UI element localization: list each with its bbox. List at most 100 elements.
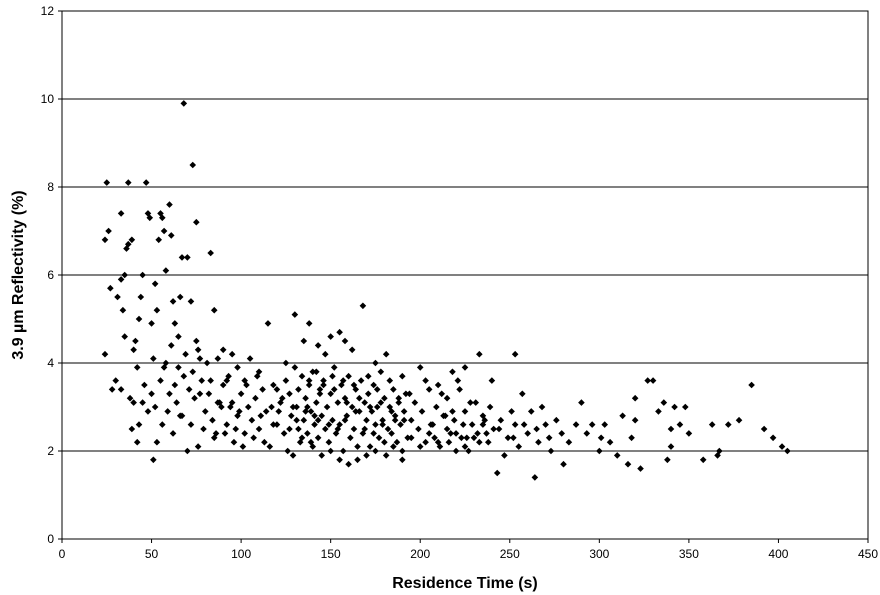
data-point <box>467 399 474 406</box>
x-tick-label: 100 <box>231 547 251 561</box>
data-point <box>123 245 130 252</box>
data-point <box>121 271 128 279</box>
data-point <box>377 368 385 376</box>
data-point <box>219 381 227 389</box>
data-point <box>293 403 300 411</box>
data-point <box>508 408 515 415</box>
data-point <box>194 346 202 354</box>
data-point <box>280 430 288 437</box>
data-point <box>117 386 125 393</box>
data-point <box>336 328 343 336</box>
data-point <box>148 320 155 327</box>
data-point <box>164 408 171 415</box>
data-point <box>184 254 191 261</box>
data-point <box>302 394 309 402</box>
data-point <box>425 386 433 393</box>
data-point <box>141 381 148 389</box>
y-tick-label: 2 <box>47 444 54 458</box>
data-point <box>350 425 358 433</box>
data-point <box>207 249 214 257</box>
data-point <box>493 469 501 477</box>
y-tick-label: 10 <box>41 92 55 106</box>
data-point <box>166 390 173 398</box>
data-point <box>146 214 154 222</box>
data-point <box>596 447 603 455</box>
data-point <box>166 201 173 208</box>
data-point <box>151 403 159 411</box>
data-point <box>784 447 791 455</box>
data-point <box>196 355 204 362</box>
data-point <box>443 425 451 433</box>
data-point <box>144 408 152 415</box>
data-point <box>434 438 442 446</box>
data-point <box>352 408 360 415</box>
data-point <box>264 320 272 327</box>
data-point <box>286 425 293 433</box>
data-point <box>649 377 657 384</box>
data-point <box>150 456 157 464</box>
data-point <box>588 421 596 428</box>
data-point <box>230 438 238 446</box>
data-point <box>200 425 207 433</box>
data-point <box>209 416 216 424</box>
data-point <box>404 434 411 442</box>
data-point <box>298 434 306 442</box>
data-point <box>433 403 440 411</box>
data-point <box>463 434 471 442</box>
data-point <box>261 438 268 446</box>
data-point <box>372 447 379 455</box>
data-point <box>327 333 334 340</box>
data-point <box>366 443 374 450</box>
data-point <box>304 430 311 437</box>
data-point <box>128 236 136 244</box>
data-point <box>300 337 308 345</box>
data-point <box>422 377 429 384</box>
data-point <box>225 372 232 380</box>
data-point <box>253 372 261 380</box>
data-point <box>472 399 480 406</box>
data-point <box>296 438 304 446</box>
data-point <box>465 447 472 455</box>
data-point <box>160 227 168 235</box>
data-point <box>187 298 195 305</box>
data-point <box>381 394 388 402</box>
data-point <box>318 412 326 420</box>
data-point <box>135 421 143 428</box>
data-point <box>114 293 121 301</box>
data-point <box>343 412 351 420</box>
data-point <box>606 438 614 446</box>
data-point <box>699 456 707 464</box>
data-point <box>135 315 143 323</box>
data-point <box>364 390 372 398</box>
data-point <box>137 293 145 301</box>
data-point <box>325 421 333 428</box>
data-point <box>748 381 755 389</box>
data-point <box>447 430 454 437</box>
data-point <box>445 438 453 446</box>
data-point <box>361 399 368 406</box>
data-point <box>248 416 256 424</box>
data-point <box>155 236 163 244</box>
data-point <box>124 240 132 248</box>
data-point <box>490 425 497 433</box>
data-point <box>481 416 489 424</box>
data-point <box>334 399 342 406</box>
data-point <box>341 416 349 424</box>
data-point <box>348 346 356 354</box>
data-point <box>356 394 363 402</box>
data-point <box>318 452 326 459</box>
data-point <box>628 434 635 442</box>
data-point <box>189 368 197 376</box>
data-point <box>558 430 566 437</box>
data-point <box>279 394 286 402</box>
data-point <box>175 333 182 340</box>
data-point <box>330 386 338 393</box>
y-tick-label: 4 <box>47 356 54 370</box>
gridlines <box>62 98 868 452</box>
data-point <box>196 390 204 398</box>
data-point <box>205 390 213 398</box>
x-tick-label: 250 <box>500 547 520 561</box>
data-point <box>311 421 318 428</box>
data-point <box>449 408 456 415</box>
data-point <box>234 412 241 420</box>
